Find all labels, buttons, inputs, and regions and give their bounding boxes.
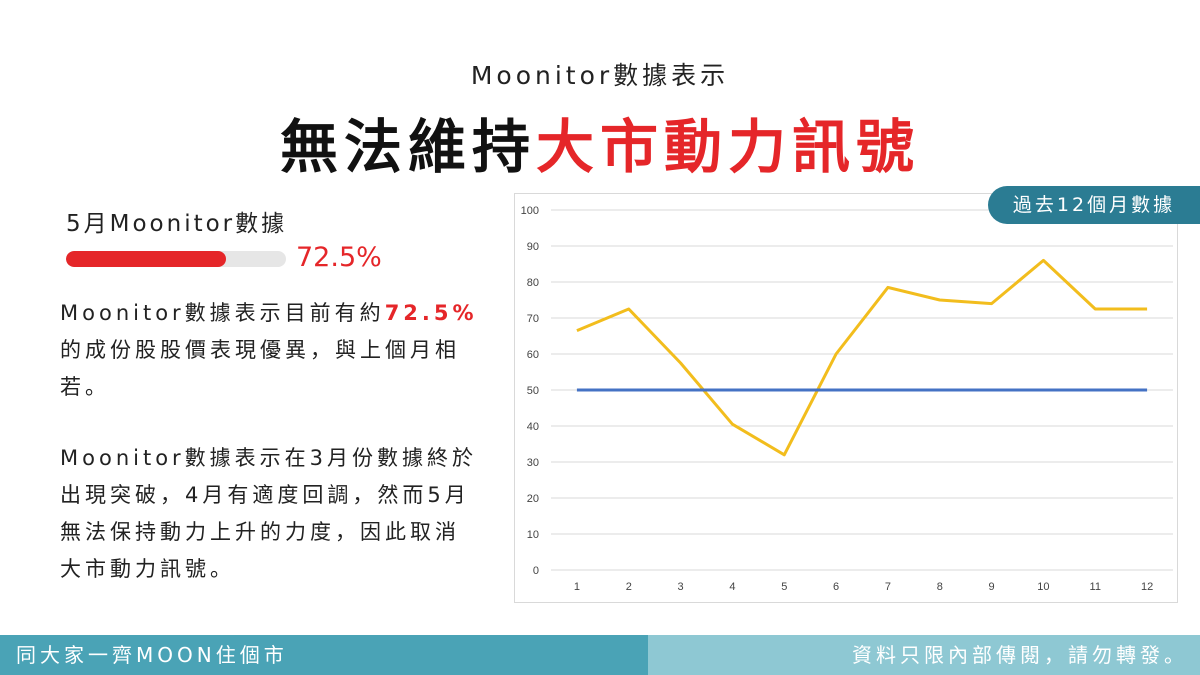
x-tick-label: 6	[833, 581, 839, 593]
y-tick-label: 10	[527, 529, 539, 541]
y-tick-label: 80	[527, 277, 539, 289]
progress-fill	[66, 251, 226, 267]
paragraph-1-highlight: 72.5%	[384, 301, 478, 325]
chart-box: 0 10 20 30 40 50 60 70 80 90 100 1 2 3 4 5 6 7 8 9 10 11 12	[514, 193, 1178, 603]
metric-value: 72.5%	[296, 242, 382, 273]
y-tick-label: 70	[527, 313, 539, 325]
x-tick-label: 1	[574, 581, 580, 593]
page-headline: 無法維持大市動力訊號	[0, 100, 1200, 184]
footer-left: 同大家一齊MOON住個市	[0, 635, 648, 675]
x-tick-label: 9	[989, 581, 995, 593]
chart-badge: 過去12個月數據	[988, 186, 1200, 224]
page-subtitle: Moonitor數據表示	[470, 61, 730, 90]
progress-bar	[66, 251, 286, 267]
y-tick-label: 20	[527, 493, 539, 505]
paragraph-1-lead: Moonitor數據表示目前有約	[60, 301, 385, 325]
y-tick-label: 30	[527, 457, 539, 469]
y-tick-label: 90	[527, 241, 539, 253]
footer-right: 資料只限內部傳閱，請勿轉發。	[648, 635, 1200, 675]
y-tick-label: 60	[527, 349, 539, 361]
x-tick-label: 11	[1090, 581, 1101, 593]
y-tick-label: 100	[521, 205, 539, 217]
x-tick-label: 12	[1141, 581, 1153, 593]
x-tick-label: 2	[626, 581, 632, 593]
x-tick-label: 4	[729, 581, 735, 593]
metric-label: 5月Moonitor數據	[66, 211, 288, 237]
y-tick-label: 0	[533, 565, 539, 577]
paragraph-1: Moonitor數據表示目前有約72.5% 的成份股股價表現優異，與上個月相若。	[60, 295, 480, 406]
paragraph-2: Moonitor數據表示在3月份數據終於出現突破，4月有適度回調，然而5月無法保…	[60, 446, 478, 581]
headline-red: 大市動力訊號	[536, 113, 921, 181]
headline-dark: 無法維持	[279, 113, 536, 181]
x-tick-label: 7	[885, 581, 891, 593]
x-tick-label: 5	[781, 581, 787, 593]
y-tick-label: 40	[527, 421, 539, 433]
paragraph-1-tail: 的成份股股價表現優異，與上個月相若。	[60, 338, 460, 399]
x-tick-label: 8	[937, 581, 943, 593]
x-tick-label: 3	[678, 581, 684, 593]
series-line-1	[576, 258, 1148, 457]
x-tick-label: 10	[1037, 581, 1049, 593]
y-tick-label: 50	[527, 385, 539, 397]
